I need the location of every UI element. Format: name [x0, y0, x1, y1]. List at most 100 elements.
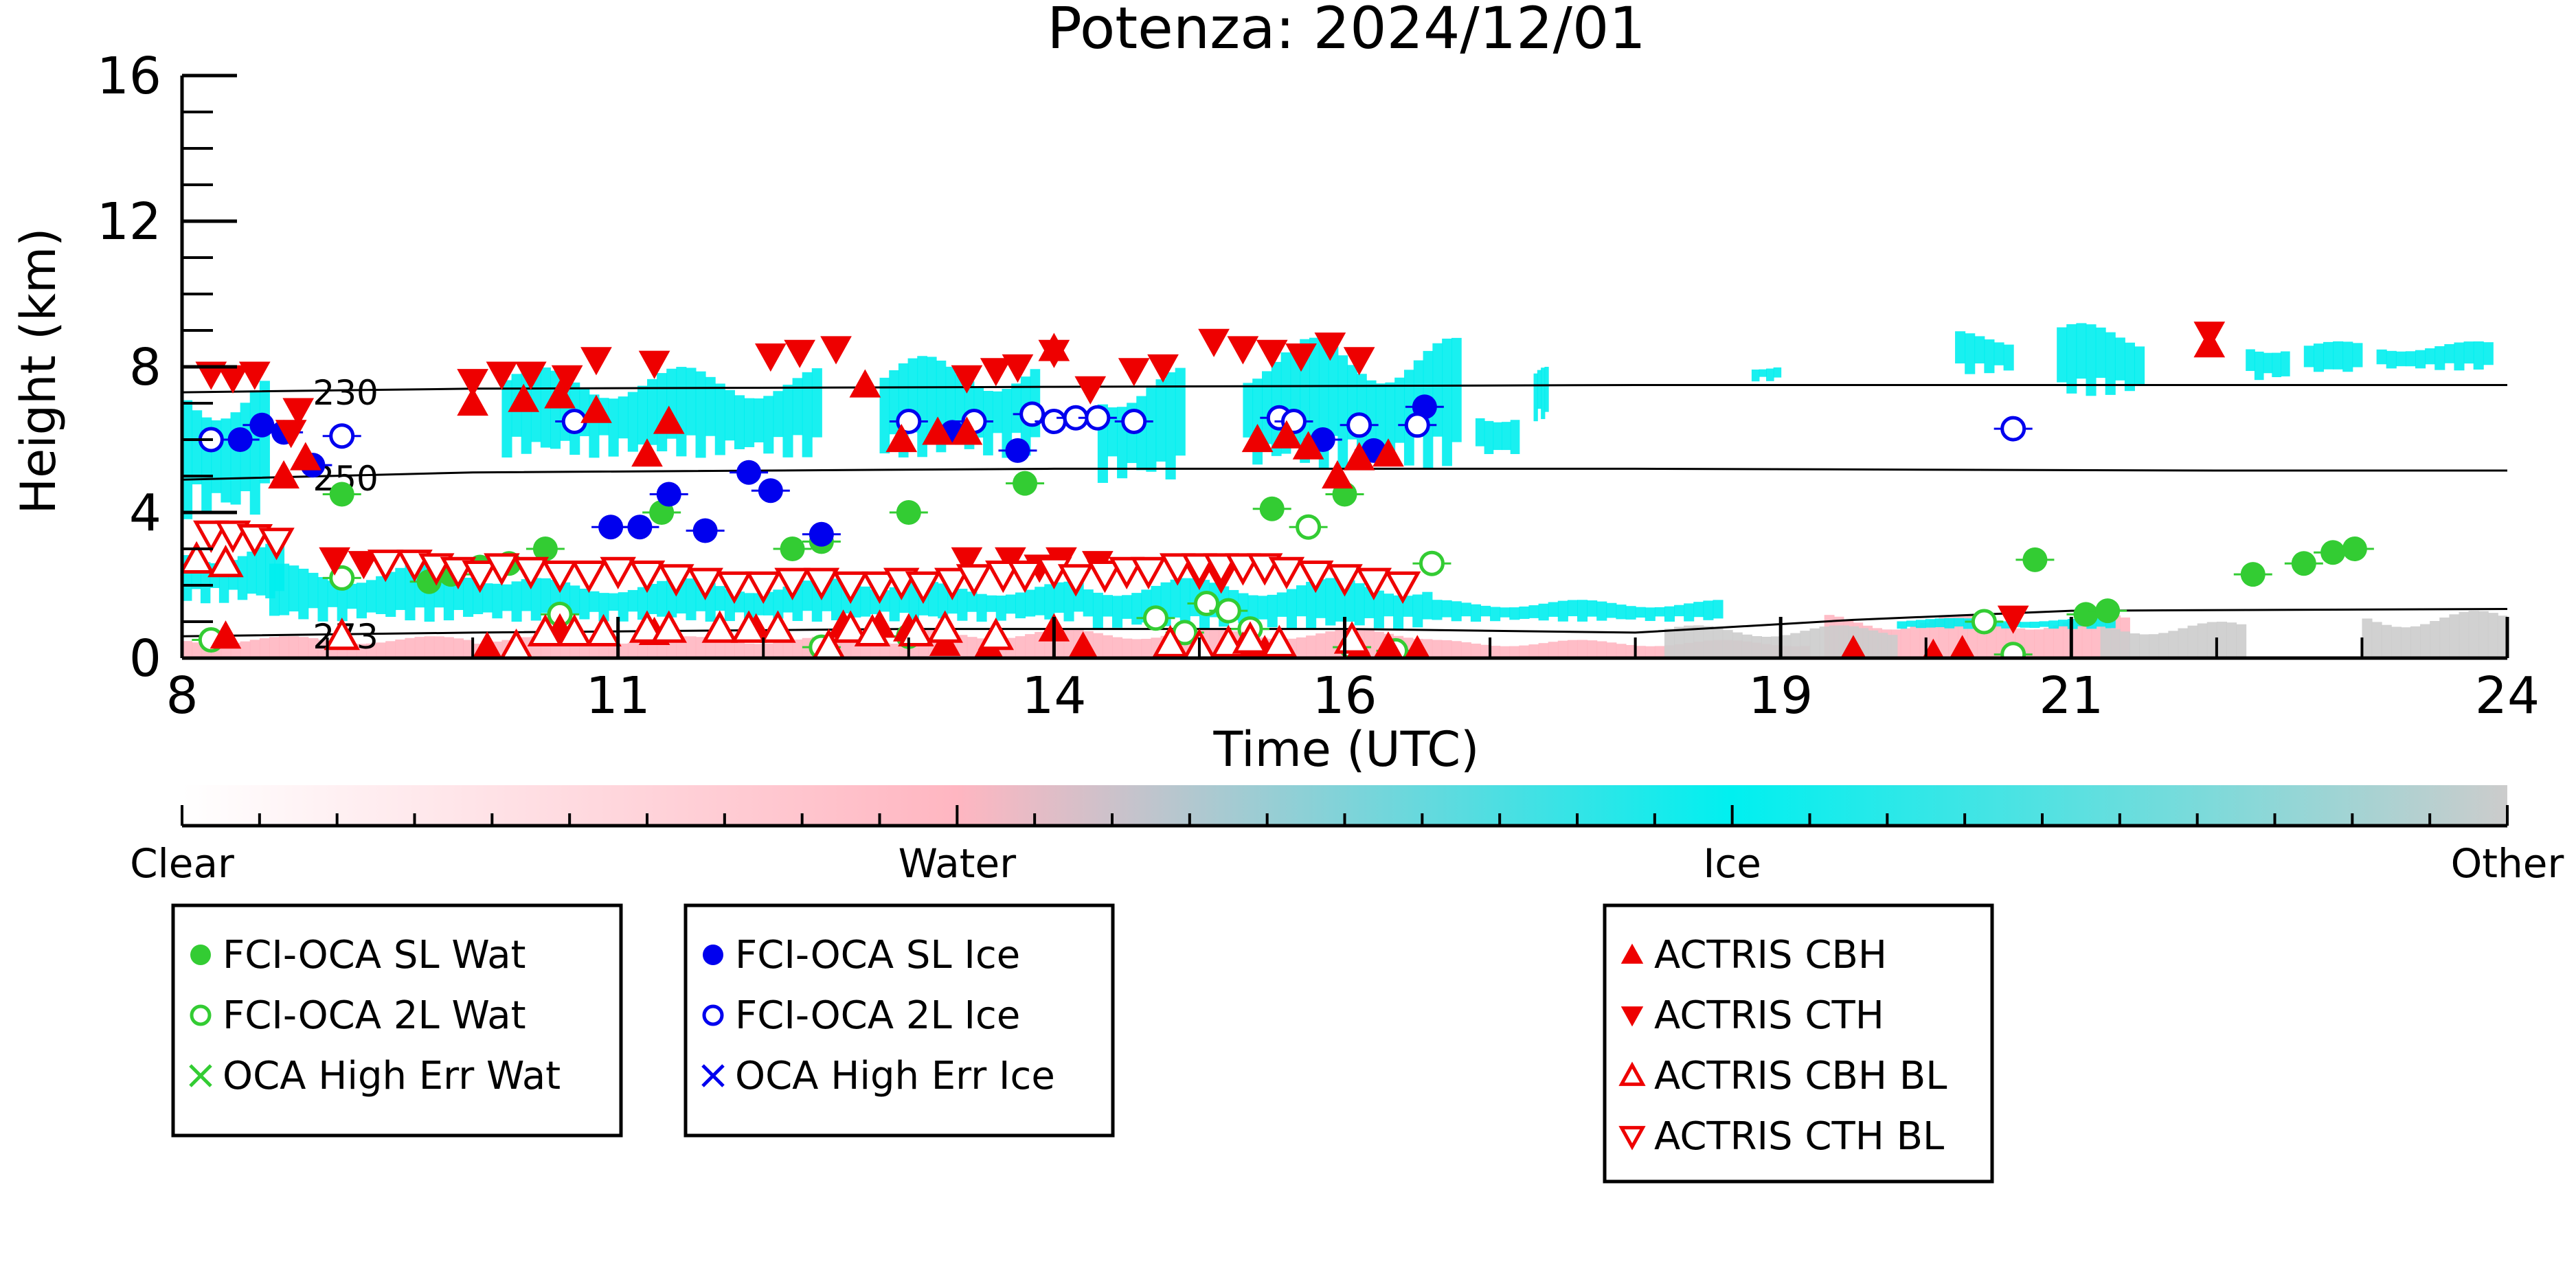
cloud-mask-streak: [967, 591, 978, 612]
cloud-mask-streak: [1528, 605, 1539, 618]
cloud-mask-streak: [1296, 637, 1307, 658]
cloud-mask-region-other: [2362, 611, 2507, 658]
data-point: [1296, 514, 1322, 540]
cloud-mask-streak: [356, 644, 367, 658]
data-point: [951, 547, 983, 576]
cloud-mask-streak: [1493, 422, 1502, 451]
legend-label: ACTRIS CTH: [1654, 993, 1884, 1038]
cloud-mask-streak: [2323, 341, 2334, 370]
legend-label: FCI-OCA SL Wat: [223, 933, 526, 978]
data-point: [687, 567, 723, 600]
data-point: [1041, 409, 1067, 434]
data-point: [457, 387, 488, 416]
cloud-mask-streak: [2158, 633, 2169, 658]
data-point: [1019, 401, 1046, 427]
cloud-mask-streak: [2415, 350, 2426, 369]
data-point: [472, 631, 502, 658]
cloud-mask-streak: [1925, 619, 1936, 628]
cloud-mask-streak: [1011, 383, 1021, 433]
cloud-mask-streak: [1025, 634, 1036, 658]
cloud-mask-streak: [1480, 605, 1491, 617]
cloud-mask-streak: [714, 383, 725, 455]
cloud-mask-streak: [637, 385, 648, 445]
data-point: [978, 618, 1014, 651]
data-point: [484, 553, 520, 586]
cloud-mask-streak: [2197, 623, 2208, 658]
data-point: [210, 620, 242, 649]
data-point: [1285, 343, 1317, 372]
cloud-mask-streak: [1519, 645, 1530, 658]
cloud-mask-streak: [2226, 622, 2237, 658]
cloud-mask-streak: [2057, 327, 2068, 383]
cloud-mask-streak: [763, 396, 774, 454]
cloud-mask-streak: [1385, 382, 1396, 457]
data-point: [1198, 328, 1230, 357]
data-point: [1355, 567, 1392, 600]
legend-label: ACTRIS CBH: [1654, 933, 1887, 978]
cloud-mask-streak: [1761, 636, 1772, 658]
cloud-mask-streak: [1460, 602, 1471, 617]
colorbar-label-water: Water: [899, 840, 1017, 887]
data-point: [1181, 553, 1218, 586]
legend-box-1: FCI-OCA SL Wat FCI-OCA 2L Wat OCA High Err…: [171, 903, 623, 1138]
cloud-mask-streak: [395, 567, 406, 610]
cloud-mask-streak: [1500, 607, 1511, 618]
data-point: [527, 613, 564, 646]
cloud-mask-streak: [1587, 640, 1598, 658]
data-point: [2095, 598, 2121, 624]
cloud-mask-streak: [1460, 642, 1471, 658]
data-point: [1038, 339, 1070, 368]
cloud-mask-streak: [1664, 606, 1675, 622]
cloud-mask-streak: [1122, 595, 1133, 619]
cloud-mask-streak: [2048, 620, 2059, 629]
cloud-mask-streak: [2168, 631, 2179, 658]
cloud-mask-streak: [1713, 627, 1724, 658]
data-point: [1384, 571, 1421, 605]
data-point: [1326, 564, 1363, 597]
data-point: [258, 528, 295, 561]
cloud-mask-streak: [1432, 640, 1443, 658]
cloud-mask-streak: [976, 594, 987, 622]
y-tick-label: 12: [97, 192, 161, 251]
cloud-mask-streak: [2119, 631, 2130, 658]
cloud-mask-streak: [1238, 593, 1249, 624]
cloud-mask-streak: [938, 583, 949, 619]
data-point: [1194, 591, 1220, 616]
cloud-mask-streak: [237, 556, 248, 600]
cloud-mask-streak: [1179, 578, 1190, 629]
cloud-mask-streak: [2395, 351, 2406, 367]
cloud-mask-streak: [308, 572, 319, 609]
cloud-mask-streak: [1567, 600, 1578, 617]
data-point: [1215, 598, 1241, 624]
data-point: [512, 556, 549, 589]
cloud-mask-streak: [1165, 372, 1176, 479]
legends: FCI-OCA SL Wat FCI-OCA 2L Wat OCA High Err…: [171, 903, 1994, 1184]
data-point: [905, 571, 942, 605]
cloud-mask-streak: [1567, 640, 1578, 658]
cloud-mask-streak: [831, 578, 842, 621]
cloud-mask-streak: [1741, 634, 1752, 658]
cloud-mask-streak: [598, 643, 609, 658]
data-point: [1108, 556, 1145, 589]
cloud-mask-streak: [2057, 620, 2068, 626]
data-point: [289, 442, 321, 471]
cloud-mask-streak: [1412, 594, 1423, 628]
cloud-mask-streak: [1296, 585, 1307, 617]
cloud-mask-region-ice: [2376, 341, 2494, 371]
cloud-mask-region-ice: [182, 381, 270, 519]
cloud-mask-streak: [298, 568, 309, 620]
cloud-mask-streak: [1257, 596, 1268, 620]
colorbar-label-other: Other: [2451, 840, 2564, 887]
cloud-mask-streak: [192, 642, 203, 658]
x-tick-label: 21: [2039, 666, 2103, 725]
cloud-mask-streak: [1993, 342, 2004, 365]
data-point: [849, 369, 881, 398]
cloud-mask-streak: [2076, 323, 2087, 379]
cloud-mask-streak: [482, 583, 493, 613]
legend-label: OCA High Err Wat: [223, 1054, 561, 1098]
x-tick-label: 14: [1021, 666, 1086, 725]
data-point: [758, 478, 783, 504]
cloud-mask-streak: [1684, 625, 1695, 658]
cloud-mask-streak: [289, 565, 300, 612]
